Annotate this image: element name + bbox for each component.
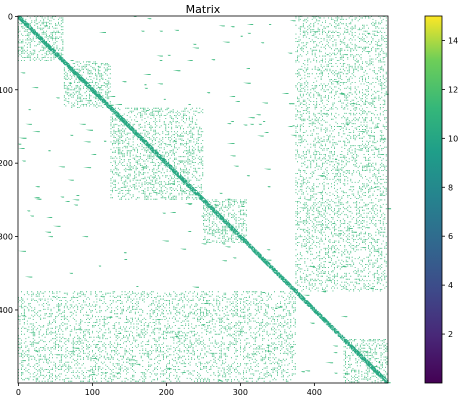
colorbar-tick-label: 14: [448, 36, 458, 45]
y-tick-label: 0: [8, 12, 13, 21]
y-axis: 0 100 200 300 400: [0, 12, 18, 315]
colorbar-tick-label: 2: [448, 330, 453, 339]
x-tick-label: 400: [307, 388, 322, 397]
chart-title: Matrix: [186, 3, 221, 16]
y-tick-label: 400: [0, 306, 13, 315]
matrix-diagonal-band: [18, 16, 389, 384]
y-tick-label: 300: [0, 233, 13, 242]
colorbar-tick-label: 10: [448, 134, 458, 143]
plot-frame: [17, 15, 389, 384]
x-tick-label: 0: [16, 388, 21, 397]
y-tick-label: 100: [0, 86, 13, 95]
heatmap-image: [18, 16, 392, 384]
x-tick-label: 100: [85, 388, 100, 397]
colorbar-tick-label: 12: [448, 85, 458, 94]
x-tick-label: 200: [159, 388, 174, 397]
matrix-nonzero-entries: [18, 16, 392, 384]
colorbar-axis: 2 4 6 8 10 12 14: [442, 36, 458, 339]
y-tick-label: 200: [0, 159, 13, 168]
x-tick-label: 300: [233, 388, 248, 397]
x-axis: 0 100 200 300 400: [16, 383, 322, 397]
colorbar-tick-label: 8: [448, 183, 453, 192]
colorbar: [424, 15, 443, 384]
colorbar-tick-label: 4: [448, 281, 453, 290]
colorbar-tick-label: 6: [448, 232, 453, 241]
